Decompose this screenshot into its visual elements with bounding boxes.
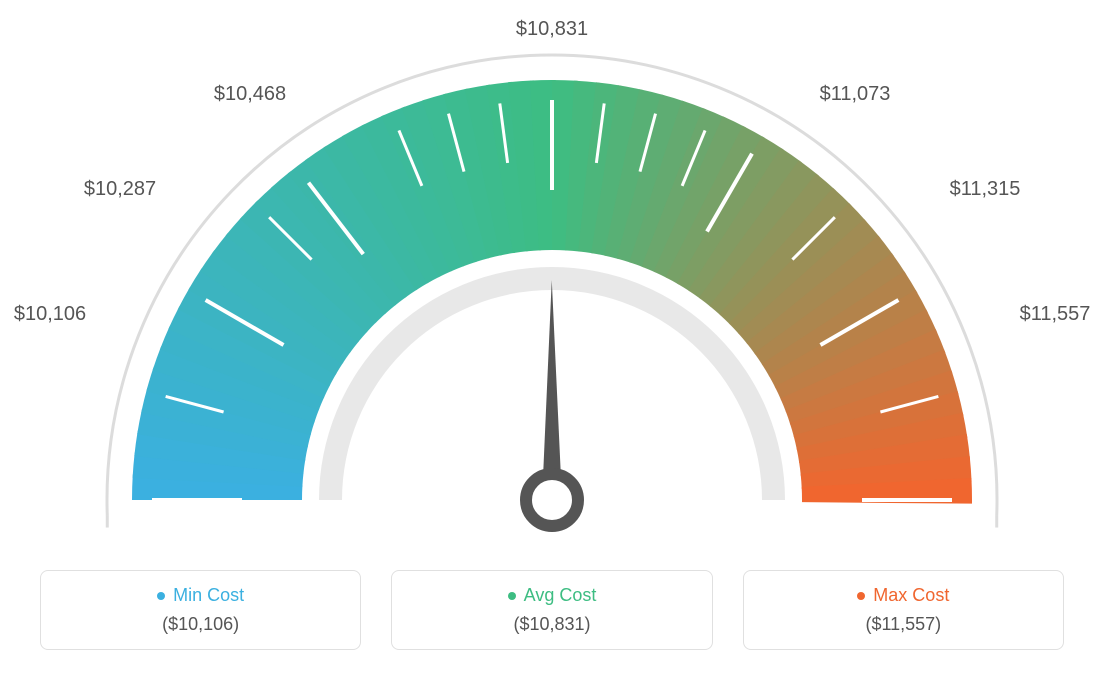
legend-title-max: Max Cost: [857, 585, 949, 606]
legend-title-avg: Avg Cost: [508, 585, 597, 606]
legend-value-avg: ($10,831): [412, 614, 691, 635]
legend-row: Min Cost ($10,106) Avg Cost ($10,831) Ma…: [0, 570, 1104, 650]
tick-label: $10,106: [14, 303, 86, 325]
legend-value-min: ($10,106): [61, 614, 340, 635]
tick-label: $11,315: [950, 178, 1021, 200]
legend-card-max: Max Cost ($11,557): [743, 570, 1064, 650]
legend-title-text: Max Cost: [873, 585, 949, 606]
tick-label: $11,073: [820, 83, 891, 105]
tick-label: $10,831: [516, 18, 588, 40]
legend-card-avg: Avg Cost ($10,831): [391, 570, 712, 650]
legend-card-min: Min Cost ($10,106): [40, 570, 361, 650]
needle: [542, 280, 562, 500]
tick-label: $10,468: [214, 83, 286, 105]
legend-title-text: Min Cost: [173, 585, 244, 606]
dot-icon: [157, 592, 165, 600]
tick-label: $11,557: [1020, 303, 1091, 325]
tick-label: $10,287: [84, 178, 156, 200]
dot-icon: [508, 592, 516, 600]
needle-hub: [526, 474, 578, 526]
legend-value-max: ($11,557): [764, 614, 1043, 635]
gauge-svg: $10,106 $10,287 $10,468 $10,831 $11,073 $11,3…: [0, 0, 1104, 560]
dot-icon: [857, 592, 865, 600]
legend-title-text: Avg Cost: [524, 585, 597, 606]
legend-title-min: Min Cost: [157, 585, 244, 606]
gauge-chart-container: $10,106 $10,287 $10,468 $10,831 $11,073 $11,3…: [0, 0, 1104, 690]
gauge-area: $10,106 $10,287 $10,468 $10,831 $11,073 $11,3…: [0, 0, 1104, 560]
